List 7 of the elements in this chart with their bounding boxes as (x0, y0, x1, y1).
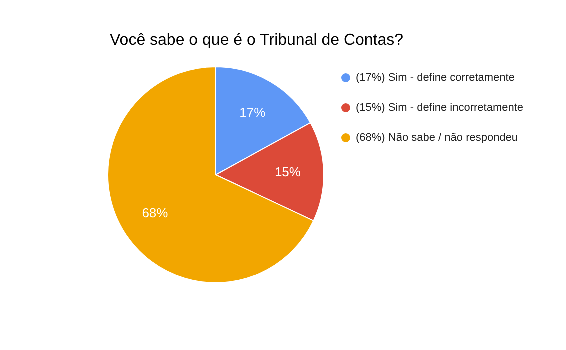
legend-label: (17%) Sim - define corretamente (356, 72, 515, 84)
chart-title: Você sabe o que é o Tribunal de Contas? (110, 32, 404, 49)
legend-label: (15%) Sim - define incorretamente (356, 102, 524, 114)
data-label: 17% (240, 105, 266, 120)
legend-label: (68%) Não sabe / não respondeu (356, 132, 518, 144)
data-label: 15% (274, 164, 302, 180)
data-label: 68% (142, 206, 169, 221)
